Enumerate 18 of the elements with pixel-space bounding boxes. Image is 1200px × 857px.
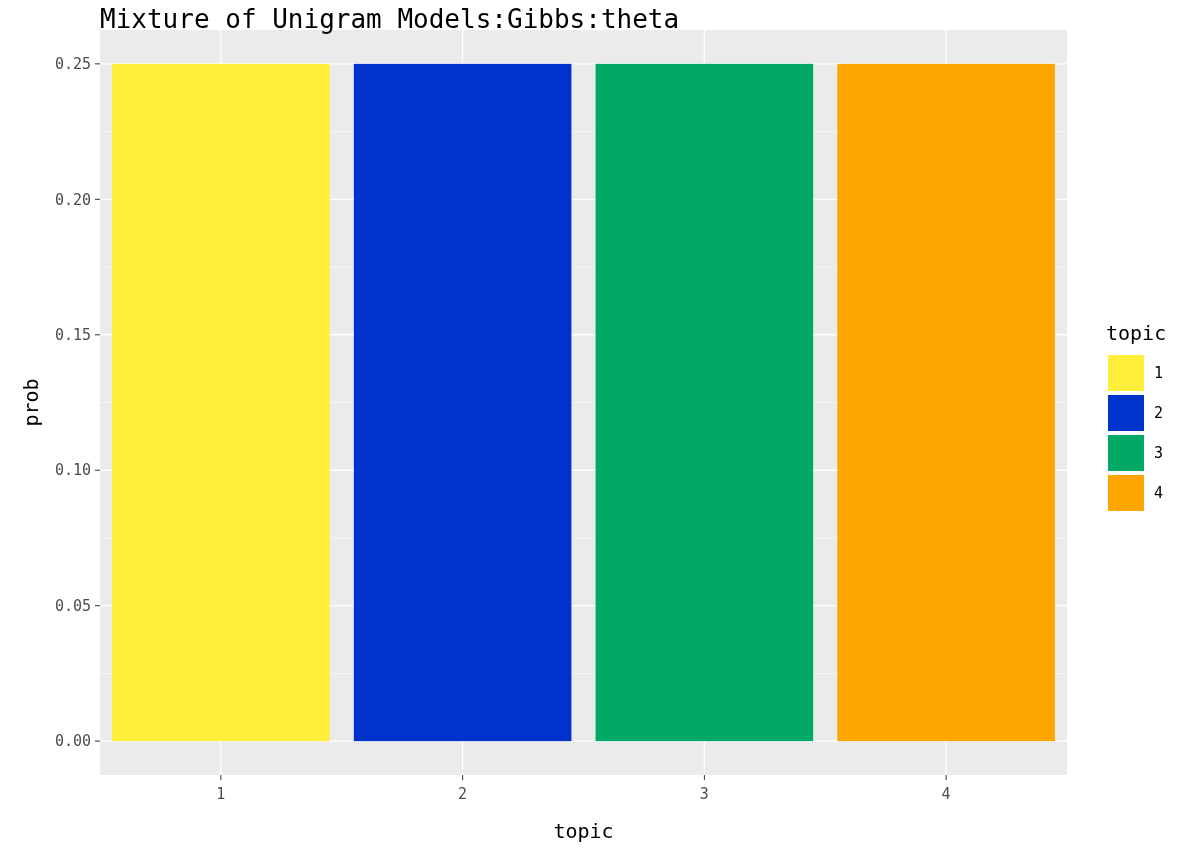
x-tick-label: 1 [216, 785, 226, 803]
legend-label: 4 [1154, 484, 1164, 503]
chart-title: Mixture of Unigram Models:Gibbs:theta [100, 4, 680, 34]
y-tick-label: 0.25 [54, 55, 91, 74]
y-tick-label: 0.20 [54, 190, 91, 209]
y-axis-title: prob [19, 378, 43, 427]
x-tick-label: 4 [941, 785, 951, 803]
x-axis-title: topic [553, 819, 614, 843]
y-tick-label: 0.00 [54, 732, 91, 751]
legend-label: 1 [1154, 364, 1164, 383]
y-tick-label: 0.15 [54, 326, 91, 345]
x-tick-label: 2 [458, 785, 468, 803]
legend-title: topic [1106, 321, 1167, 345]
y-tick-label: 0.10 [54, 461, 91, 480]
x-tick-label: 3 [699, 785, 709, 803]
legend-label: 2 [1154, 404, 1164, 423]
y-tick-label: 0.05 [54, 596, 91, 615]
legend-label: 3 [1154, 444, 1164, 463]
